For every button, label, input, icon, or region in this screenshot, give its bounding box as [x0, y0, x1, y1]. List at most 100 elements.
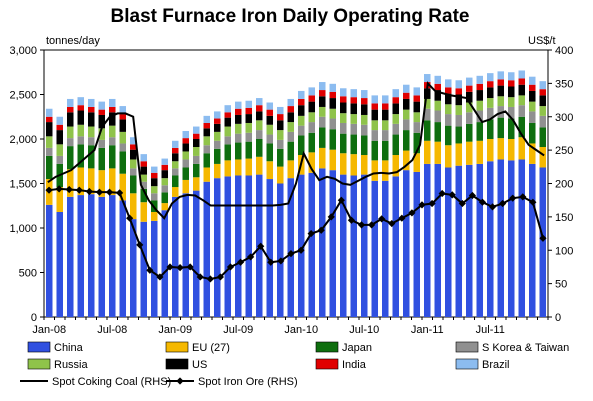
iron-ore-point: [539, 234, 547, 242]
bar-segment: [487, 139, 494, 162]
bar-segment: [455, 126, 463, 144]
bar-segment: [466, 123, 473, 142]
bar-segment: [529, 76, 536, 85]
iron-ore-point: [45, 186, 53, 194]
bar-segment: [329, 118, 337, 130]
bar-segment: [224, 126, 232, 137]
bar-segment: [319, 90, 326, 97]
bar-segment: [266, 115, 274, 125]
legend-label: US: [192, 359, 207, 371]
bar-segment: [266, 143, 274, 162]
iron-ore-point: [378, 215, 386, 223]
right-tick-label: 150: [555, 212, 573, 224]
bar-segment: [266, 109, 274, 116]
bar-segment: [277, 148, 284, 167]
bar-segment: [203, 115, 211, 123]
bar-segment: [256, 98, 263, 106]
bar-segment: [445, 104, 452, 115]
bar-segment: [161, 210, 169, 317]
x-tick-label: Jul-10: [349, 324, 379, 336]
bar-segment: [245, 122, 253, 133]
right-tick-label: 250: [555, 145, 573, 157]
bar-segment: [319, 147, 326, 169]
bar-segment: [308, 152, 316, 173]
bar-segment: [434, 163, 442, 317]
bar-segment: [392, 114, 400, 124]
bar-segment: [182, 143, 190, 152]
bar-segment: [119, 143, 127, 152]
bar-segment: [151, 220, 158, 317]
iron-ore-point: [418, 201, 426, 209]
bar-segment: [487, 87, 494, 99]
iron-ore-point: [287, 249, 295, 258]
bar-segment: [193, 190, 200, 317]
bar-segment: [371, 95, 379, 104]
bar-segment: [277, 130, 284, 140]
bar-segment: [193, 126, 200, 134]
iron-ore-point: [65, 185, 73, 194]
bar-segment: [161, 192, 169, 204]
right-tick-label: 400: [555, 45, 573, 57]
legend-label: Spot Iron Ore (RHS): [198, 376, 298, 388]
bar-segment: [235, 101, 242, 109]
iron-ore-point: [458, 199, 466, 208]
iron-ore-point: [257, 242, 265, 250]
iron-ore-point: [428, 199, 436, 208]
bar-segment: [413, 153, 421, 172]
bar-segment: [287, 131, 295, 142]
bar-segment: [277, 106, 284, 115]
bar-segment: [434, 83, 442, 91]
bar-segment: [382, 103, 389, 110]
bar-segment: [497, 85, 505, 97]
legend-label: Japan: [342, 342, 372, 354]
bar-segment: [518, 84, 526, 96]
bar-segment: [67, 138, 74, 147]
bar-segment: [529, 163, 536, 317]
bar-segment: [361, 90, 368, 99]
bar-segment: [361, 104, 368, 115]
bar-segment: [266, 179, 274, 317]
bar-segment: [382, 120, 389, 131]
bar-segment: [403, 170, 410, 317]
bar-segment: [140, 221, 148, 317]
iron-ore-point: [357, 221, 366, 229]
bar-segment: [403, 119, 410, 131]
iron-ore-point: [347, 216, 356, 224]
bar-segment: [497, 79, 505, 86]
bar-segment: [476, 110, 484, 123]
bar-segment: [172, 187, 179, 197]
bar-segment: [88, 126, 95, 138]
bar-segment: [539, 127, 547, 148]
legend: China EU (27) Japan S Korea & Taiwan Russia U…: [20, 341, 569, 388]
bar-segment: [476, 90, 484, 101]
bar-segment: [466, 164, 473, 317]
bar-segment: [434, 141, 442, 164]
iron-ore-point: [509, 194, 517, 202]
bar-segment: [445, 145, 452, 168]
bar-segment: [235, 114, 242, 124]
bar-segment: [340, 153, 347, 175]
bar-segment: [298, 90, 305, 99]
bar-segment: [445, 167, 452, 317]
iron-ore-point: [126, 214, 134, 222]
bar-segment: [392, 103, 400, 115]
bar-segment: [497, 159, 505, 317]
iron-ore-point: [368, 221, 376, 229]
bar-segment: [455, 105, 463, 115]
bar-segment: [529, 122, 536, 144]
bar-segment: [214, 123, 221, 132]
iron-ore-point: [519, 193, 527, 201]
bar-segment: [413, 87, 421, 96]
bar-segment: [529, 84, 536, 91]
x-tick-label: Jan-08: [32, 324, 66, 336]
left-tick-label: 2,500: [9, 90, 37, 102]
bar-segment: [434, 75, 442, 84]
legend-label: India: [342, 359, 367, 371]
bar-segment: [266, 124, 274, 135]
legend-swatch: [27, 341, 51, 353]
bar-segment: [277, 183, 284, 317]
bar-segment: [308, 101, 316, 113]
bar-segment: [308, 112, 316, 123]
bar-segment: [182, 130, 190, 139]
bar-segment: [445, 114, 452, 126]
